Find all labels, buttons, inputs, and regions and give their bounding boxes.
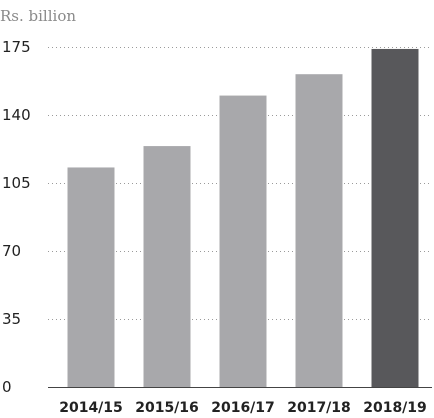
bar-2017-18 [295, 74, 343, 387]
x-tick-label: 2014/15 [59, 400, 123, 416]
bars [67, 48, 419, 388]
bar-2014-15 [67, 167, 115, 387]
bar-2018-19 [371, 48, 419, 387]
unit-label: Rs. billion [0, 7, 76, 25]
y-tick-label: 140 [2, 106, 31, 124]
y-tick-label: 105 [2, 174, 31, 192]
y-tick-label: 70 [2, 242, 21, 260]
y-axis-ticks: 0 35 70 105 140 175 [2, 38, 31, 396]
x-tick-label: 2018/19 [363, 400, 427, 416]
x-tick-label: 2015/16 [135, 400, 199, 416]
x-tick-label: 2016/17 [211, 400, 275, 416]
bar-2015-16 [143, 146, 191, 387]
x-axis-ticks: 2014/15 2015/16 2016/17 2017/18 2018/19 [59, 400, 427, 416]
y-tick-label: 35 [2, 310, 21, 328]
x-tick-label: 2017/18 [287, 400, 351, 416]
y-tick-label: 0 [2, 378, 12, 396]
y-tick-label: 175 [2, 38, 31, 56]
bar-2016-17 [219, 95, 267, 388]
